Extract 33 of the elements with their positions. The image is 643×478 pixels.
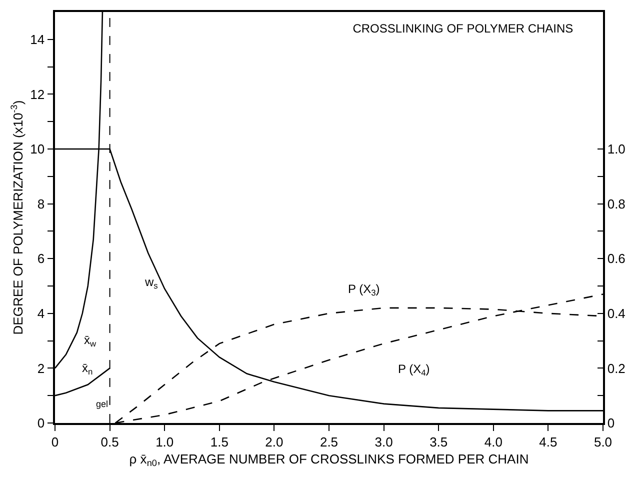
y-tick-label: 4 xyxy=(37,306,45,321)
y2-tick-label: 0 xyxy=(607,416,615,431)
x-tick-label: 1.5 xyxy=(210,434,228,450)
y2-tick-label: 0.6 xyxy=(607,251,626,266)
y-tick-label: 12 xyxy=(30,86,45,102)
y2-tick-label: 0.8 xyxy=(607,196,626,212)
y-tick-label: 6 xyxy=(37,251,45,266)
x-tick-label: 5.0 xyxy=(594,434,612,450)
x-tick-label: 1.0 xyxy=(156,434,174,450)
text: CROSSLINKING OF POLYMER CHAINS xyxy=(352,21,574,36)
series-label: x̄$_{n}$ xyxy=(82,361,93,377)
x-tick-label: 0.5 xyxy=(100,434,119,450)
x-tick-label: 0 xyxy=(51,434,59,450)
series-label: P (X$_{3}$) xyxy=(348,282,380,298)
y-tick-label: 0 xyxy=(37,416,45,431)
x-tick-label: 4.0 xyxy=(484,434,502,450)
y-tick-label: 2 xyxy=(37,360,45,376)
series-label: P (X$_{4}$) xyxy=(398,362,430,378)
y-tick-label: 8 xyxy=(37,196,45,212)
y2-tick-label: 0.4 xyxy=(607,306,626,321)
x-tick-label: 3.0 xyxy=(374,434,393,450)
x-axis-title: ρ x̄$_{n0}$, AVERAGE NUMBER OF CROSSLINKS FORMED PER CHAIN xyxy=(129,451,529,468)
x-tick-label: 2.0 xyxy=(265,434,284,450)
series-label: x̄$_{w}$ xyxy=(84,333,97,349)
y-tick-label: 14 xyxy=(30,32,45,47)
series-label: w$_{s}$ xyxy=(144,275,158,291)
x-tick-label: 2.5 xyxy=(320,434,338,450)
y2-tick-label: 0.2 xyxy=(607,360,626,376)
y2-tick-label: 1.0 xyxy=(607,142,626,157)
x-tick-label: 4.5 xyxy=(539,434,558,450)
y-tick-label: 10 xyxy=(30,142,45,157)
ref-line-label: gel xyxy=(96,399,108,409)
x-tick-label: 3.5 xyxy=(430,434,448,450)
